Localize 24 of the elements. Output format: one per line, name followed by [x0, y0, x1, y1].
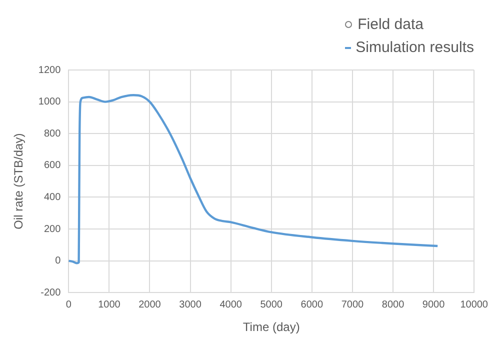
y-tick-label: 600 — [44, 160, 62, 172]
x-tick-label: 5000 — [260, 299, 283, 310]
x-tick-label: 0 — [66, 299, 72, 310]
y-tick-label: 200 — [44, 224, 62, 235]
legend-label: Field data — [358, 16, 424, 33]
y-tick-label: 800 — [44, 128, 62, 140]
x-tick-label: 4000 — [220, 299, 242, 310]
y-tick-label: 1000 — [38, 96, 62, 108]
y-tick-label: 400 — [44, 192, 62, 203]
line-series — [68, 94, 439, 264]
y-tick-label: 0 — [55, 256, 62, 267]
x-tick-label: 6000 — [300, 299, 324, 310]
y-tick-label: -200 — [40, 287, 62, 298]
x-tick-label: 3000 — [179, 299, 202, 310]
legend-label: Simulation results — [356, 39, 474, 56]
y-tick-label: 1200 — [38, 64, 62, 76]
x-tick-label: 7000 — [341, 299, 364, 310]
x-tick-label: 10000 — [460, 299, 488, 310]
x-tick-label: 8000 — [382, 299, 405, 310]
y-axis-title: Oil rate (STB/day) — [12, 133, 26, 230]
x-tick-label: 9000 — [422, 299, 446, 310]
x-tick-label: 2000 — [138, 299, 162, 310]
x-tick-label: 1000 — [98, 299, 121, 310]
x-axis-title: Time (day) — [242, 320, 300, 334]
